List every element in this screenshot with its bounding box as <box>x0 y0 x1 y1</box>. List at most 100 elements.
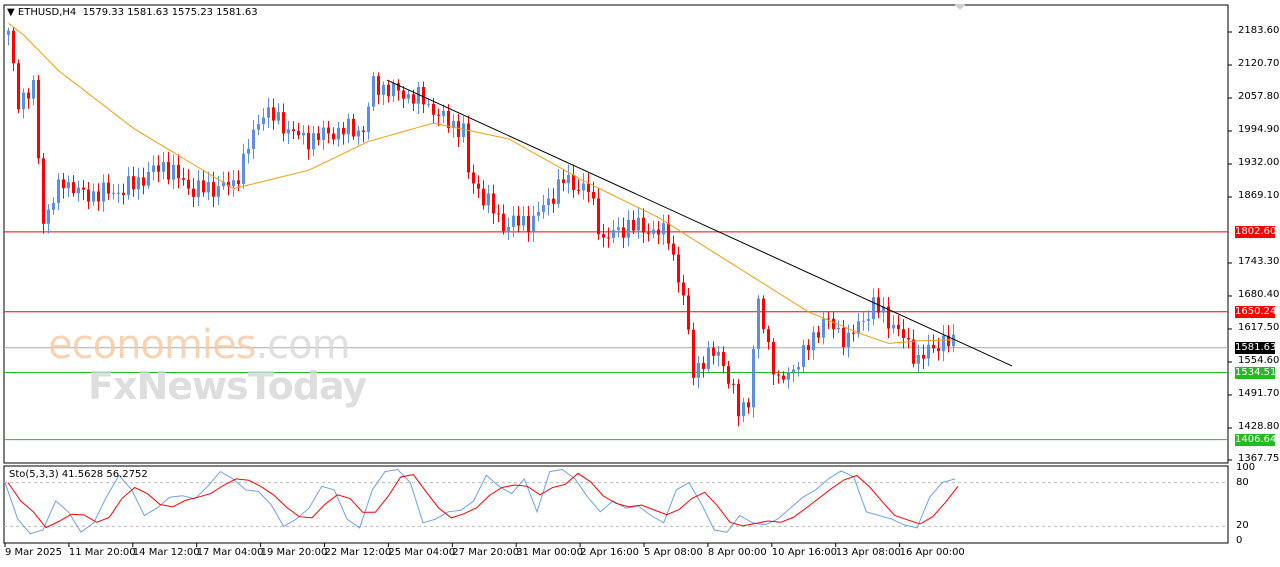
candle-body <box>832 318 835 330</box>
price-tick-label: 1869.10 <box>1238 189 1280 201</box>
candle-body <box>582 183 585 191</box>
candle-body <box>757 298 760 350</box>
time-tick-label: 14 Mar 12:00 <box>132 547 200 558</box>
candle-body <box>182 178 185 180</box>
candle-body <box>397 83 400 91</box>
candle-body <box>317 133 320 140</box>
candle-body <box>462 123 465 137</box>
candle-body <box>862 320 865 322</box>
candle-body <box>752 349 755 408</box>
candle-body <box>192 188 195 197</box>
candle-body <box>882 306 885 313</box>
moving-average-line <box>8 23 954 344</box>
candle-body <box>382 84 385 95</box>
scroll-marker-icon <box>954 4 966 10</box>
watermark-economies: economies.com <box>48 322 351 368</box>
candle-body <box>657 229 660 235</box>
candle-body <box>692 329 695 378</box>
trendline <box>386 79 1013 367</box>
candle-body <box>537 211 540 216</box>
candle-body <box>112 192 115 194</box>
candle-body <box>307 132 310 150</box>
candle-body <box>367 106 370 132</box>
chart-header: ▼ ETHUSD,H4 1579.33 1581.63 1575.23 1581… <box>7 7 258 18</box>
price-tick-label: 1491.70 <box>1238 387 1280 399</box>
candle-body <box>267 107 270 118</box>
watermark-fxnewstoday: FxNewsToday <box>88 364 367 408</box>
candle-body <box>592 192 595 199</box>
symbol-menu-icon[interactable]: ▼ <box>7 7 15 18</box>
candle-body <box>377 76 380 95</box>
candle-body <box>807 345 810 351</box>
candle-body <box>27 92 30 99</box>
candle-body <box>372 76 375 107</box>
candle-body <box>937 348 940 352</box>
candle-body <box>682 282 685 296</box>
price-tick-label: 1743.30 <box>1238 255 1280 267</box>
price-tick-label: 1680.40 <box>1238 288 1280 300</box>
candle-body <box>492 193 495 214</box>
candle-body <box>22 92 25 110</box>
candle-body <box>282 112 285 134</box>
candle-body <box>702 363 705 370</box>
candle-body <box>387 84 390 97</box>
candle-body <box>597 198 600 235</box>
candle-body <box>67 182 70 189</box>
price-tag-resistance: 1650.24 <box>1235 305 1277 318</box>
candle-body <box>142 177 145 186</box>
candle-body <box>792 369 795 372</box>
candle-body <box>302 132 305 136</box>
candle-body <box>222 181 225 187</box>
candle-body <box>512 215 515 227</box>
stochastic-level-label: 20 <box>1236 520 1249 532</box>
candle-body <box>817 332 820 338</box>
candle-body <box>7 30 10 35</box>
candle-body <box>417 87 420 104</box>
candle-body <box>707 347 710 370</box>
candle-body <box>447 110 450 129</box>
price-tick-label: 2057.80 <box>1238 90 1280 102</box>
candle-body <box>627 220 630 238</box>
price-tick-label: 1367.75 <box>1238 453 1280 464</box>
candle-body <box>237 180 240 184</box>
time-tick-label: 13 Apr 08:00 <box>835 547 901 558</box>
candle-body <box>177 164 180 179</box>
candle-body <box>887 306 890 329</box>
candle-body <box>477 183 480 189</box>
stochastic-level-label: 0 <box>1236 535 1243 546</box>
candle-body <box>632 220 635 231</box>
time-tick-label: 31 Mar 00:00 <box>516 547 583 558</box>
candle-body <box>82 187 85 190</box>
candle-body <box>732 383 735 385</box>
candle-body <box>287 129 290 134</box>
candle-body <box>322 127 325 140</box>
candle-body <box>892 324 895 329</box>
candle-body <box>422 87 425 105</box>
candle-body <box>312 133 315 150</box>
price-tick-label: 1932.00 <box>1238 156 1280 168</box>
candle-body <box>677 254 680 283</box>
candle-body <box>87 189 90 202</box>
candle-body <box>847 332 850 348</box>
candle-body <box>212 182 215 197</box>
candle-body <box>947 335 950 347</box>
candle-body <box>232 180 235 187</box>
candle-body <box>332 133 335 140</box>
candle-body <box>347 118 350 135</box>
candle-body <box>522 215 525 226</box>
candle-body <box>152 165 155 172</box>
candle-body <box>777 374 780 376</box>
price-tag-resistance: 1802.60 <box>1235 225 1277 238</box>
ohlc-values: 1579.33 1581.63 1575.23 1581.63 <box>82 7 258 18</box>
candle-body <box>602 234 605 238</box>
candle-body <box>717 351 720 356</box>
candle-body <box>842 327 845 348</box>
stochastic-pane <box>3 465 1229 544</box>
candle-body <box>97 191 100 202</box>
candle-body <box>797 366 800 370</box>
stochastic-label: Sto(5,3,3) 41.5628 56.2752 <box>9 469 148 480</box>
candle-body <box>442 110 445 116</box>
main-pane <box>3 4 1229 464</box>
stochastic-level-label: 100 <box>1236 462 1256 473</box>
